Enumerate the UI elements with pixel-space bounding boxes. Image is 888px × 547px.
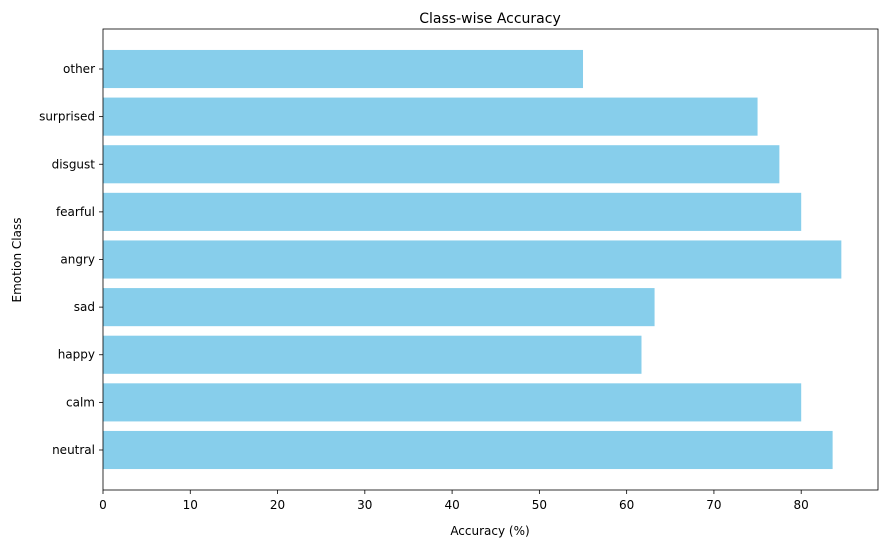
bar-angry bbox=[103, 240, 842, 279]
x-tick-label: 30 bbox=[357, 498, 372, 512]
bar-disgust bbox=[103, 145, 780, 184]
bar-happy bbox=[103, 335, 642, 374]
y-tick-label: surprised bbox=[39, 110, 95, 124]
y-tick-label: fearful bbox=[56, 205, 95, 219]
y-tick-label: calm bbox=[66, 395, 95, 409]
x-tick-label: 80 bbox=[794, 498, 809, 512]
x-tick-label: 40 bbox=[444, 498, 459, 512]
y-tick-label: angry bbox=[60, 253, 95, 267]
chart-title: Class-wise Accuracy bbox=[419, 11, 561, 27]
bar-neutral bbox=[103, 430, 833, 470]
bar-fearful bbox=[103, 192, 802, 231]
y-tick-label: sad bbox=[74, 300, 95, 314]
x-axis-label: Accuracy (%) bbox=[450, 524, 529, 538]
x-tick-label: 70 bbox=[706, 498, 721, 512]
bar-calm bbox=[103, 383, 802, 422]
x-tick-label: 20 bbox=[270, 498, 285, 512]
y-tick-label: other bbox=[63, 62, 95, 76]
x-tick-label: 50 bbox=[532, 498, 547, 512]
y-tick-label: neutral bbox=[52, 443, 95, 457]
y-tick-label: happy bbox=[58, 348, 95, 362]
y-axis-ticks: neutral calm happy sad angry fearful disgust su… bbox=[39, 62, 103, 457]
bar-surprised bbox=[103, 97, 758, 136]
x-tick-label: 60 bbox=[619, 498, 634, 512]
y-axis-label: Emotion Class bbox=[10, 218, 24, 303]
x-tick-label: 0 bbox=[99, 498, 107, 512]
y-tick-label: disgust bbox=[52, 157, 96, 171]
x-axis-ticks: 0 10 20 30 40 50 60 70 80 bbox=[99, 490, 809, 512]
bars-group bbox=[103, 49, 842, 470]
bar-other bbox=[103, 49, 584, 89]
bar-sad bbox=[103, 288, 655, 327]
x-tick-label: 10 bbox=[183, 498, 198, 512]
